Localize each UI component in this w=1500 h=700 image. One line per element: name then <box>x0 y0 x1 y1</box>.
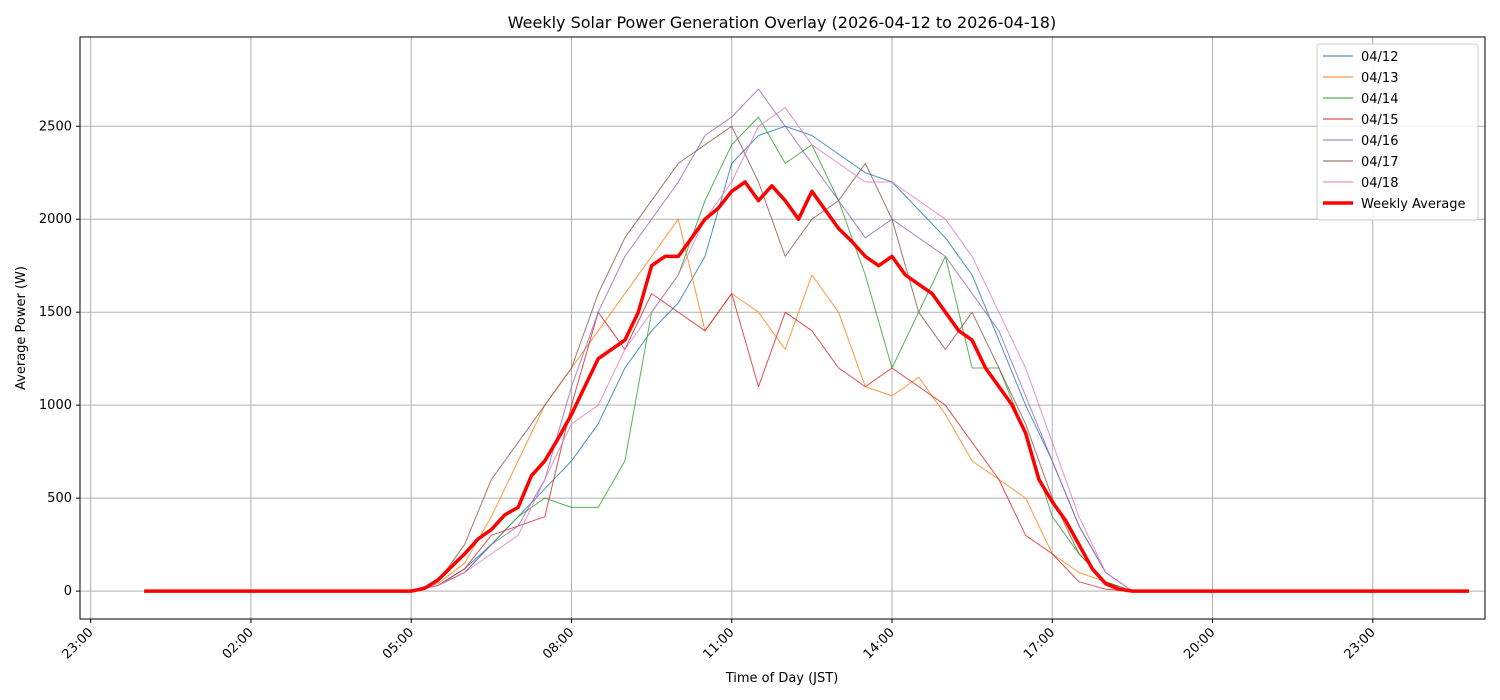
series-line-04-18 <box>144 107 1469 592</box>
y-tick-label: 0 <box>64 584 72 599</box>
y-axis: 0 500 1000 1500 2000 2500 <box>39 119 80 599</box>
y-tick-label: 2000 <box>39 212 72 227</box>
y-tick-label: 2500 <box>39 119 72 134</box>
y-tick-label: 500 <box>47 491 72 506</box>
series-group <box>144 88 1469 593</box>
series-line-04-17 <box>144 125 1469 592</box>
chart-title: Weekly Solar Power Generation Overlay (2… <box>508 13 1056 32</box>
y-axis-title: Average Power (W) <box>14 266 29 390</box>
legend-label: 04/17 <box>1361 155 1398 170</box>
series-line-weekly-average <box>144 180 1469 593</box>
legend-label: 04/15 <box>1361 113 1398 128</box>
legend-label: Weekly Average <box>1361 197 1465 212</box>
legend-box <box>1316 43 1479 221</box>
legend: 04/12 04/13 04/14 04/15 04/16 04/17 04/18 Weekl… <box>1316 43 1479 221</box>
legend-label: 04/13 <box>1361 71 1398 86</box>
plot-frame <box>79 36 1486 620</box>
series-line-04-16 <box>144 88 1469 592</box>
series-line-04-13 <box>144 218 1469 592</box>
y-tick-label: 1500 <box>39 305 72 320</box>
legend-label: 04/12 <box>1361 50 1398 65</box>
legend-label: 04/18 <box>1361 176 1398 191</box>
y-tick-label: 1000 <box>39 398 72 413</box>
x-axis-title: Time of Day (JST) <box>725 671 839 686</box>
legend-label: 04/16 <box>1361 134 1398 149</box>
legend-label: 04/14 <box>1361 92 1398 107</box>
series-line-04-15 <box>144 293 1469 592</box>
